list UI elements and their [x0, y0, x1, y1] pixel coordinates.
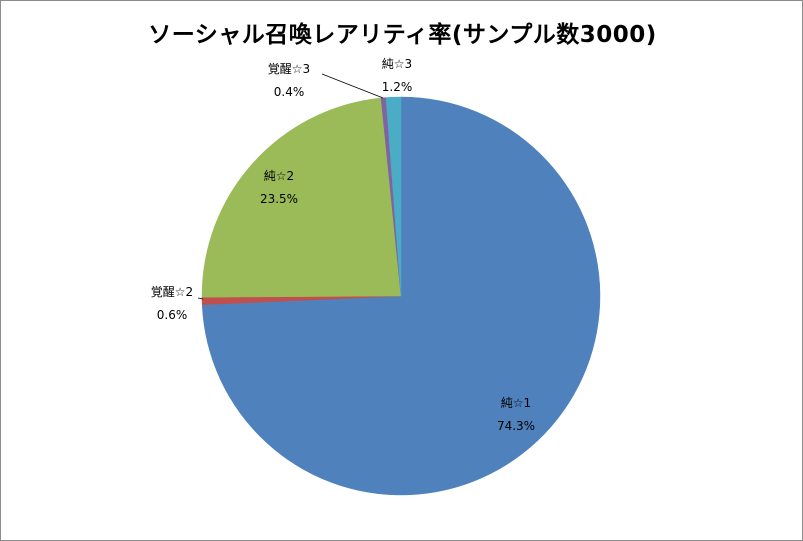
slice-category-label: 純☆2 — [264, 169, 294, 183]
pie-slice — [385, 96, 402, 297]
slice-percent-label: 1.2% — [382, 80, 413, 94]
slice-percent-label: 0.6% — [157, 308, 188, 322]
slice-percent-label: 23.5% — [260, 192, 298, 206]
leader-line — [321, 73, 384, 99]
pie-slice — [201, 97, 402, 298]
slice-category-label: 覚醒☆2 — [151, 285, 193, 299]
slice-category-label: 純☆3 — [382, 57, 412, 71]
chart-title: ソーシャル召喚レアリティ率(サンプル数3000) — [148, 22, 657, 48]
slice-category-label: 純☆1 — [501, 396, 531, 410]
slice-percent-label: 74.3% — [497, 419, 535, 433]
leader-line — [197, 297, 204, 300]
slice-category-label: 覚醒☆3 — [268, 62, 310, 76]
slice-percent-label: 0.4% — [274, 85, 305, 99]
